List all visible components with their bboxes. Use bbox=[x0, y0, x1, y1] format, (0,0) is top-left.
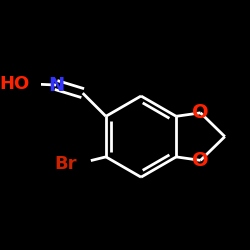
Text: N: N bbox=[48, 76, 64, 94]
Text: HO: HO bbox=[0, 75, 30, 93]
Text: O: O bbox=[192, 103, 209, 122]
Text: O: O bbox=[192, 151, 209, 170]
Text: Br: Br bbox=[54, 155, 77, 173]
